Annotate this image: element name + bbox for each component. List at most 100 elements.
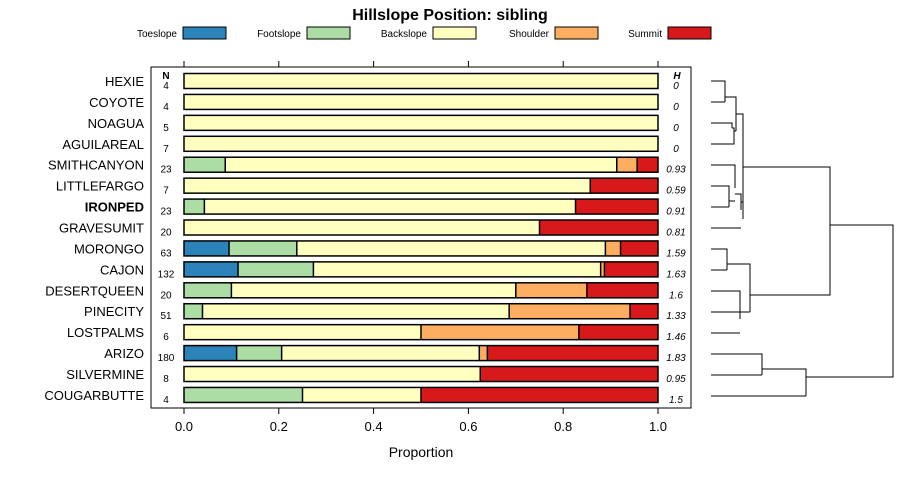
n-value: 63 (160, 248, 172, 259)
h-value: 0 (673, 123, 679, 134)
bar-segment (184, 240, 230, 256)
n-value: 4 (163, 395, 169, 406)
category-label: SILVERMINE (66, 367, 144, 382)
h-value: 1.83 (666, 353, 686, 364)
bar-segment (231, 282, 516, 298)
bar-segment (184, 136, 658, 152)
bar-outline (183, 219, 659, 236)
n-value: 180 (158, 353, 175, 364)
bar-segment (479, 345, 488, 361)
bar-segment (620, 240, 658, 256)
legend-swatch (182, 26, 227, 40)
n-value: 20 (160, 228, 172, 239)
bar-segment (578, 324, 658, 340)
h-value: 0.91 (666, 207, 685, 218)
bar-segment (184, 73, 658, 89)
dendrogram-link (711, 225, 831, 334)
bar-segment (238, 261, 314, 277)
h-value: 1.63 (666, 269, 686, 280)
bar-segment (184, 178, 591, 194)
bar-segment (575, 199, 658, 215)
category-label: CAJON (100, 262, 144, 277)
category-label: COYOTE (89, 95, 144, 110)
bar-segment (204, 199, 576, 215)
bar-segment (225, 157, 617, 173)
bar-outline (183, 282, 659, 299)
bar-outline (183, 198, 659, 215)
legend-swatch (554, 26, 599, 40)
bar-segment (539, 220, 658, 236)
n-value: 23 (160, 165, 172, 176)
bar-segment (184, 115, 658, 131)
h-value: 0 (673, 102, 679, 113)
bar-segment (487, 345, 658, 361)
legend-swatch (432, 26, 477, 40)
category-label: MORONGO (74, 241, 144, 256)
x-tick-label: 1.0 (649, 419, 667, 434)
legend-swatch (667, 26, 712, 40)
legend-label: Footslope (257, 29, 301, 40)
bar-segment (184, 282, 232, 298)
bar-segment (184, 220, 540, 236)
x-axis: 0.0 0.2 0.4 0.6 0.8 1.0 (175, 61, 667, 434)
bar-segment (184, 94, 658, 110)
bar-outline (183, 135, 659, 153)
bar-segment (509, 303, 631, 319)
bar-segment (184, 387, 303, 403)
bar-segment (202, 303, 510, 319)
bar-segment (281, 345, 480, 361)
legend-label: Shoulder (509, 29, 550, 40)
h-value: 1.6 (669, 290, 683, 301)
n-value: 132 (158, 269, 175, 280)
n-value: 6 (163, 332, 169, 343)
category-label: DESERTQUEEN (45, 283, 144, 298)
dendrogram-link (711, 113, 831, 229)
n-value: 51 (160, 311, 172, 322)
h-value: 0.59 (666, 186, 686, 197)
bar-outline (183, 344, 659, 362)
bar-segment (184, 303, 203, 319)
x-tick-label: 0.8 (554, 419, 572, 434)
bar-segment (229, 240, 297, 256)
category-label: GRAVESUMIT (59, 221, 144, 236)
bar-segment (616, 157, 638, 173)
bar-outline (183, 386, 659, 404)
bar-segment (605, 240, 621, 256)
bar-segment (184, 261, 239, 277)
n-value: 4 (163, 81, 169, 92)
bar-segment (184, 157, 226, 173)
h-header: H (673, 71, 681, 82)
bar-segment (604, 261, 658, 277)
x-axis-label: Proportion (389, 444, 454, 460)
row-labels: HEXIE 4 0 COYOTE 4 0 NOAGUA 5 0 AGUILAREAL 7 0 SMITH… (44, 74, 686, 406)
legend-label: Backslope (381, 29, 428, 40)
bar-segment (480, 366, 658, 382)
n-value: 5 (163, 123, 169, 134)
bar-outline (183, 365, 659, 383)
bar-segment (184, 345, 237, 361)
bar-segment (236, 345, 282, 361)
n-value: 7 (163, 144, 169, 155)
category-label: AGUILAREAL (62, 137, 144, 152)
category-label: HEXIE (105, 74, 144, 89)
category-label: IRONPED (85, 200, 144, 215)
h-value: 1.5 (669, 395, 683, 406)
bar-outline (183, 114, 659, 132)
h-value: 0.81 (666, 228, 685, 239)
x-tick-label: 0.0 (175, 419, 193, 434)
bar-outline (183, 302, 659, 320)
dendrogram (711, 80, 894, 397)
bar-outline (183, 261, 659, 278)
bars-group (183, 72, 659, 404)
h-value: 1.46 (666, 332, 686, 343)
category-label: LOSTPALMS (67, 325, 144, 340)
h-value: 0 (673, 144, 679, 155)
bar-segment (630, 303, 658, 319)
plot-panel (150, 66, 692, 409)
bar-outline (183, 177, 659, 194)
bar-segment (515, 282, 587, 298)
bar-segment (600, 261, 605, 277)
legend-label: Summit (628, 29, 662, 40)
